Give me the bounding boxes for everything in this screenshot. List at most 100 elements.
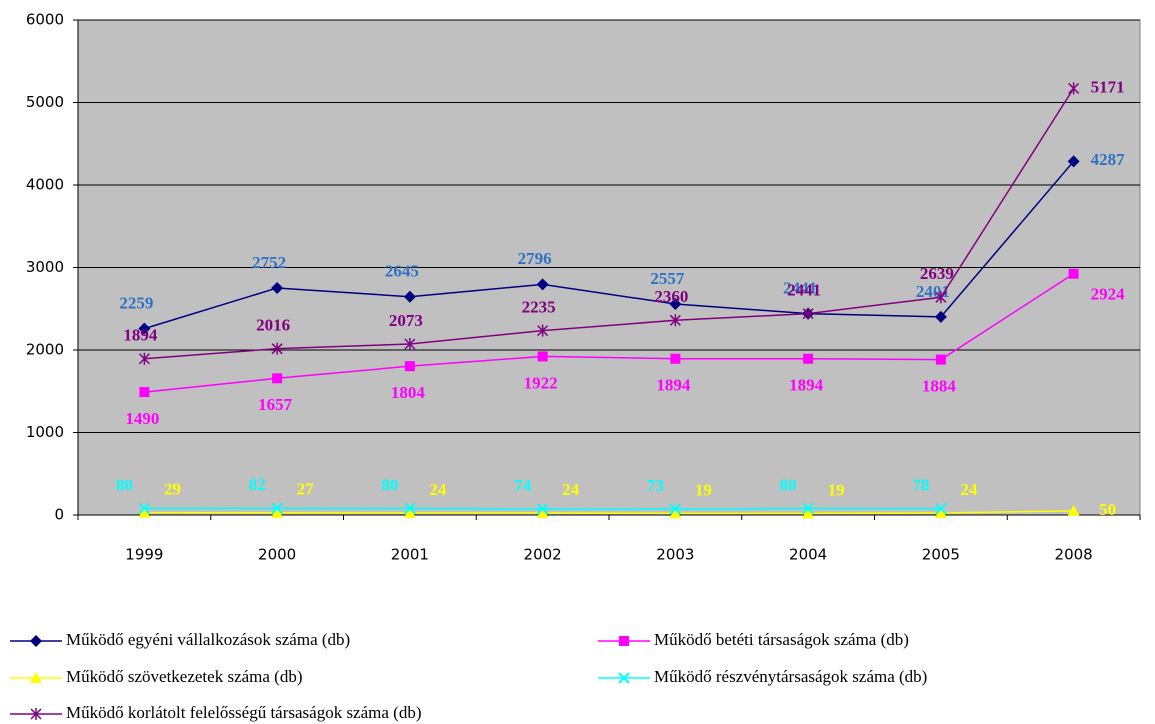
marker [138,322,151,335]
legend-label: Működő szövetkezetek száma (db) [66,667,303,686]
x-tick-label: 1999 [125,546,163,564]
marker [802,307,814,320]
marker [1068,268,1079,279]
value-label: 80 [780,475,797,494]
marker [404,337,416,350]
marker [803,353,814,364]
value-label: 1490 [125,409,159,428]
marker [1067,155,1080,168]
marker [669,503,682,515]
value-label: 24 [429,480,447,499]
y-tick-label: 6000 [26,11,64,29]
marker [619,636,629,646]
marker [536,507,549,519]
x-tick-label: 2002 [524,546,562,564]
value-label: 24 [562,480,580,499]
value-label: 73 [647,476,664,495]
value-label: 24 [960,480,978,499]
value-label: 1894 [789,376,824,395]
value-label: 27 [297,480,315,499]
marker [271,281,284,294]
x-tick-label: 2005 [922,546,960,564]
marker [403,290,416,303]
marker [271,506,284,518]
value-label: 2441 [787,281,821,300]
legend-label: Működő korlátolt felelősségű társaságok … [66,703,422,722]
value-label: 74 [514,476,532,495]
value-label: 1657 [258,395,293,414]
marker [271,342,283,355]
marker [669,298,682,311]
marker [934,507,947,519]
value-label: 2924 [1091,285,1126,304]
marker [934,310,947,323]
value-label: 5171 [1091,77,1125,96]
marker [30,672,42,683]
x-tick-label: 2004 [789,546,827,564]
series-line [144,87,1075,360]
marker [139,387,150,398]
value-label: 2360 [654,287,688,306]
value-label: 2557 [650,269,685,288]
value-label: 80 [116,475,133,494]
value-label: 2645 [385,262,419,281]
marker [272,373,283,384]
marker [271,502,283,514]
value-label: 2259 [119,294,153,313]
marker [537,351,548,362]
value-label: 2752 [252,253,286,272]
value-label: 1922 [524,373,558,392]
marker [536,503,549,515]
value-label: 2073 [389,311,423,330]
marker [1068,82,1080,95]
y-tick-label: 0 [54,506,64,524]
marker [935,502,947,515]
x-tick-label: 2001 [391,546,429,564]
x-tick-label: 2003 [656,546,694,564]
marker [669,507,682,519]
marker [802,502,814,515]
y-tick-label: 5000 [26,93,64,111]
marker [935,291,947,304]
series-line [144,160,1075,330]
marker [935,354,946,365]
marker [404,361,415,372]
marker [138,352,150,365]
marker [618,672,630,684]
marker [1067,504,1080,516]
value-label: 80 [381,475,398,494]
series-line [144,510,1074,515]
legend-label: Működő egyéni vállalkozások száma (db) [66,630,350,649]
value-label: 1884 [922,376,957,395]
value-label: 2016 [256,316,290,335]
value-label: 4287 [1091,150,1126,169]
y-tick-label: 3000 [26,258,64,276]
x-tick-label: 2008 [1055,546,1093,564]
series-line [144,273,1075,393]
value-label: 78 [912,475,929,494]
value-label: 2441 [783,279,817,298]
value-label: 1894 [123,326,158,345]
value-label: 1894 [656,376,691,395]
value-label: 2639 [920,264,954,283]
value-label: 2796 [518,249,552,268]
marker [537,324,549,337]
marker [670,353,681,364]
y-tick-label: 4000 [26,176,64,194]
marker [802,507,815,519]
y-tick-label: 1000 [26,423,64,441]
value-label: 19 [828,480,845,499]
marker [536,278,549,291]
x-tick-label: 2000 [258,546,296,564]
value-label: 1804 [391,383,426,402]
value-label: 82 [249,475,266,494]
value-label: 2235 [522,298,556,317]
value-label: 50 [1099,500,1116,519]
marker [138,502,151,515]
legend-label: Működő betéti társaságok száma (db) [654,630,909,649]
marker [404,502,416,515]
marker [30,635,42,647]
value-label: 29 [164,480,181,499]
marker [138,506,151,518]
